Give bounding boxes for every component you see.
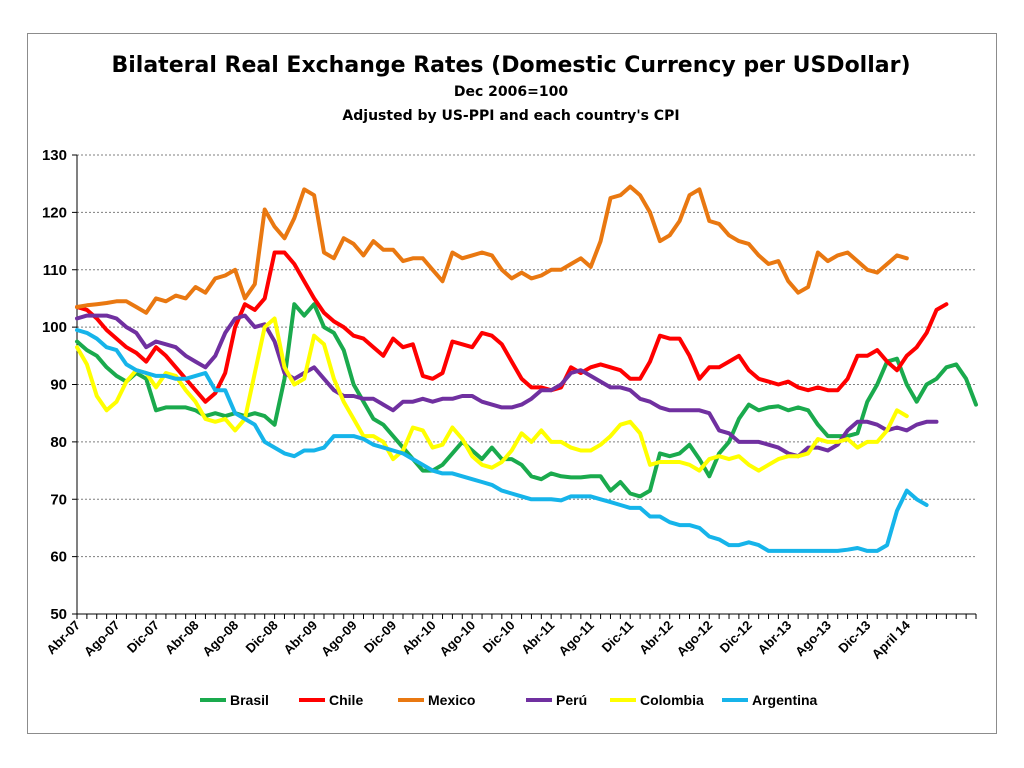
series-line-mexico (75, 184, 909, 315)
series-line-brasil (75, 302, 978, 499)
y-tick-label: 110 (43, 262, 67, 279)
x-tick-label: Dic-11 (599, 618, 637, 656)
series-lines (75, 184, 978, 553)
y-axis-ticks: 50 60 70 80 90 100 110 120 130 (42, 147, 77, 623)
x-tick-label: Abr-11 (518, 618, 557, 657)
y-tick-label: 90 (50, 377, 67, 394)
legend: Brasil Chile Mexico Perú Colombia Argentina (200, 692, 818, 708)
x-tick-label: Dic-09 (361, 618, 399, 656)
x-tick-label: Dic-13 (835, 618, 873, 656)
x-tick-label: Dic-08 (242, 618, 280, 656)
y-tick-label: 100 (42, 319, 67, 336)
y-tick-label: 70 (50, 491, 67, 508)
x-tick-label: Abr-10 (399, 618, 439, 658)
series-line-chile (75, 250, 949, 404)
chart-subtitle-base: Dec 2006=100 (454, 84, 568, 100)
chart-frame: Bilateral Real Exchange Rates (Domestic … (27, 33, 997, 734)
x-tick-label: Abr-08 (162, 618, 202, 658)
x-tick-label: Dic-12 (717, 618, 755, 656)
chart-subtitle-adjustment: Adjusted by US-PPI and each country's CP… (342, 108, 679, 124)
legend-label: Colombia (640, 692, 704, 708)
x-tick-label: April 14 (869, 617, 914, 662)
x-tick-label: Ago-13 (792, 618, 834, 660)
x-tick-label: Abr-07 (43, 618, 83, 658)
y-tick-label: 120 (42, 204, 67, 221)
series-line-colombia (75, 316, 909, 473)
chart-title: Bilateral Real Exchange Rates (Domestic … (111, 53, 910, 78)
x-tick-label: Abr-13 (755, 618, 795, 658)
legend-label: Chile (329, 692, 363, 708)
chart-canvas: Bilateral Real Exchange Rates (Domestic … (42, 53, 978, 708)
x-tick-label: Ago-08 (199, 618, 241, 660)
x-tick-label: Ago-11 (556, 618, 597, 659)
x-tick-label: Ago-09 (318, 618, 360, 660)
legend-label: Brasil (230, 692, 269, 708)
legend-label: Argentina (752, 692, 818, 708)
legend-label: Mexico (428, 692, 475, 708)
x-tick-label: Abr-12 (636, 618, 676, 658)
x-tick-label: Ago-12 (674, 618, 716, 660)
y-tick-label: 80 (50, 434, 67, 451)
legend-label: Perú (556, 692, 587, 708)
x-tick-label: Ago-10 (437, 618, 479, 660)
x-tick-label: Ago-07 (81, 618, 123, 660)
y-tick-label: 130 (42, 147, 67, 164)
y-tick-label: 60 (50, 549, 67, 566)
series-line-per (75, 313, 939, 459)
series-line-argentina (75, 328, 929, 553)
x-tick-label: Abr-09 (280, 618, 320, 658)
x-tick-label: Dic-10 (480, 618, 518, 656)
y-tick-label: 50 (50, 606, 67, 623)
x-tick-label: Dic-07 (124, 618, 162, 656)
